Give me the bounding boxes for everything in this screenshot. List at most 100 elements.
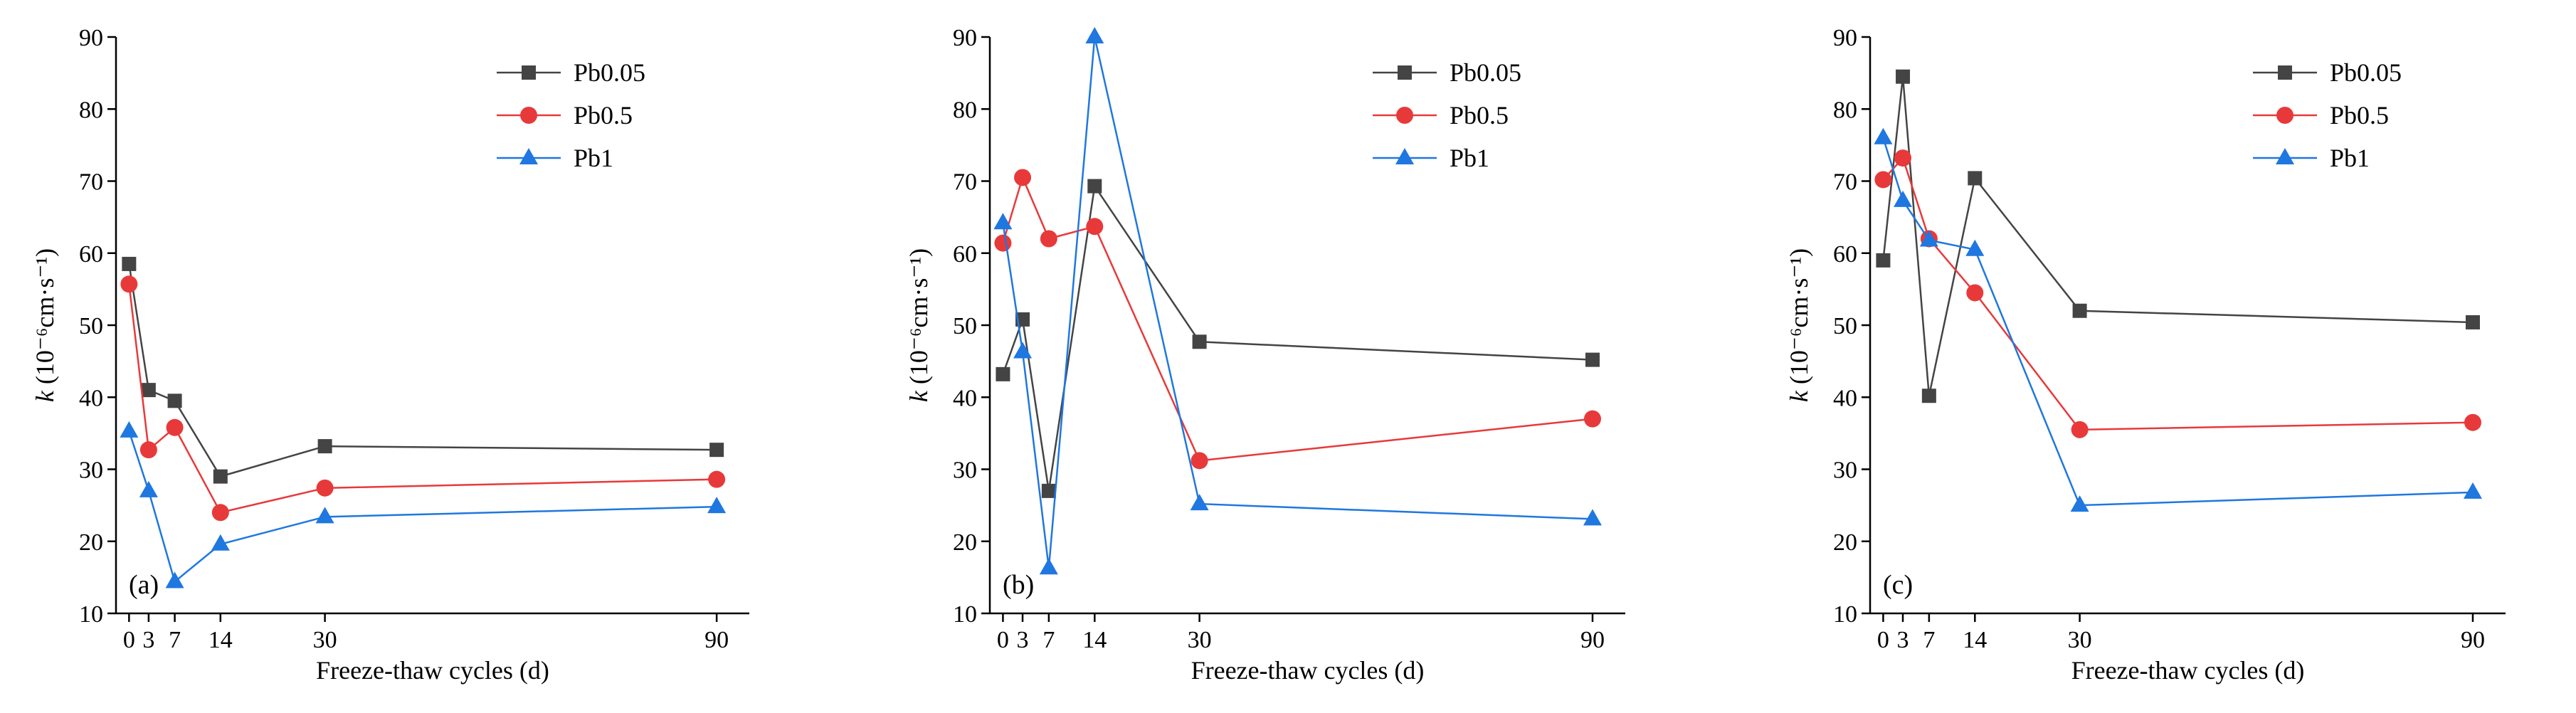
y-axis-symbol: k: [904, 390, 933, 402]
y-axis-symbol: k: [1785, 390, 1813, 402]
y-axis-symbol: k: [31, 390, 59, 402]
series-Pb0.5: [120, 275, 726, 522]
data-point: [1876, 253, 1891, 268]
series-line: [1002, 174, 1593, 462]
data-point: [993, 213, 1013, 230]
data-point: [120, 275, 138, 293]
legend-label: Pb0.5: [2330, 101, 2389, 130]
data-point: [1583, 410, 1601, 428]
x-tick-label: 0: [997, 627, 1009, 653]
x-tick-label: 3: [1897, 627, 1909, 653]
series-Pb1: [1874, 127, 2482, 512]
legend-label: Pb0.05: [1450, 58, 1521, 87]
y-tick-label: 70: [953, 169, 977, 196]
y-tick-label: 60: [1833, 241, 1857, 268]
legend-marker: [522, 65, 536, 80]
legend: Pb0.05 Pb0.5 Pb1: [1373, 58, 1521, 172]
series-line: [1882, 76, 2474, 396]
x-tick-label: 3: [142, 627, 154, 653]
data-point: [1874, 127, 1893, 144]
y-tick-label: 20: [953, 529, 977, 556]
legend-label: Pb1: [574, 144, 613, 172]
data-point: [996, 366, 1010, 381]
x-tick-label: 7: [169, 627, 181, 653]
legend-label: Pb0.5: [1450, 101, 1509, 130]
data-point: [1894, 149, 1912, 167]
data-point: [1894, 190, 1913, 207]
chart-panel-3: 10 20 30 40 50 60 70 80 90 0 3 7 14 30 90 Freeze-thaw c…: [1785, 25, 2506, 685]
panel-label: (a): [129, 570, 159, 600]
data-point: [316, 479, 334, 497]
legend-marker: [2276, 107, 2293, 124]
data-point: [1966, 284, 1984, 302]
data-point: [2464, 413, 2481, 431]
y-tick-label: 90: [79, 25, 103, 51]
data-point: [2070, 495, 2089, 512]
y-tick-label: 10: [79, 601, 103, 628]
data-point: [707, 497, 727, 514]
data-point: [1086, 218, 1104, 236]
y-axis-title: k (10⁻⁶cm·s⁻¹): [904, 248, 933, 402]
data-point: [211, 504, 229, 522]
chart-panel-1: 10 20 30 40 50 60 70 80 90 0 3 7 14 30 90 Freeze-thaw c…: [31, 25, 749, 685]
series-Pb1: [120, 421, 727, 588]
data-point: [1965, 239, 1985, 256]
panel-label: (c): [1883, 570, 1913, 600]
data-point: [139, 441, 157, 459]
series-Pb0.05: [1876, 69, 2480, 403]
legend-label: Pb0.05: [2330, 58, 2402, 87]
y-tick-label: 40: [79, 385, 103, 411]
series-Pb1: [993, 27, 1602, 575]
data-point: [167, 394, 182, 408]
y-tick-label: 30: [953, 458, 977, 484]
x-tick-label: 0: [1877, 627, 1889, 653]
legend: Pb0.05 Pb0.5 Pb1: [497, 58, 645, 172]
legend-marker: [520, 107, 537, 124]
y-tick-label: 50: [79, 313, 103, 339]
legend-marker: [2276, 148, 2294, 164]
y-tick-label: 40: [1833, 385, 1857, 411]
y-tick-label: 50: [953, 313, 977, 339]
legend: Pb0.05 Pb0.5 Pb1: [2253, 58, 2402, 172]
y-tick-label: 80: [79, 97, 103, 123]
data-point: [1039, 558, 1058, 575]
y-tick-label: 50: [1833, 313, 1857, 339]
legend-marker: [1398, 65, 1412, 80]
x-tick-label: 90: [2461, 627, 2485, 653]
data-point: [1585, 352, 1600, 367]
data-point: [1040, 230, 1057, 248]
data-point: [213, 469, 228, 484]
data-point: [317, 439, 332, 454]
y-tick-label: 40: [953, 385, 977, 411]
series-line: [128, 284, 717, 514]
y-axis-title: k (10⁻⁶cm·s⁻¹): [31, 248, 59, 402]
y-tick-label: 60: [79, 241, 103, 268]
data-point: [2465, 315, 2480, 329]
data-point: [1583, 509, 1602, 526]
y-tick-label: 10: [953, 601, 977, 628]
x-tick-label: 7: [1042, 627, 1055, 653]
legend-label: Pb0.5: [574, 101, 633, 130]
series-line: [1882, 137, 2474, 507]
legend-marker: [1396, 107, 1413, 124]
data-point: [1087, 179, 1102, 194]
legend-label: Pb0.05: [574, 58, 645, 87]
data-point: [2072, 303, 2087, 318]
data-point: [2071, 421, 2089, 438]
series-Pb0.05: [122, 256, 724, 484]
y-axis-unit: (10⁻⁶cm·s⁻¹): [1785, 248, 1813, 391]
data-point: [141, 383, 156, 398]
x-tick-label: 30: [313, 627, 337, 653]
y-axis-unit: (10⁻⁶cm·s⁻¹): [31, 248, 59, 391]
data-point: [709, 443, 724, 458]
x-axis-title: Freeze-thaw cycles (d): [1191, 656, 1425, 685]
legend-marker: [1395, 148, 1414, 164]
panel-label: (b): [1003, 570, 1034, 600]
data-point: [1190, 494, 1209, 511]
data-point: [315, 507, 334, 524]
data-point: [1191, 452, 1208, 470]
data-point: [120, 421, 139, 438]
legend-label: Pb1: [1450, 144, 1489, 172]
series-line: [128, 431, 717, 583]
